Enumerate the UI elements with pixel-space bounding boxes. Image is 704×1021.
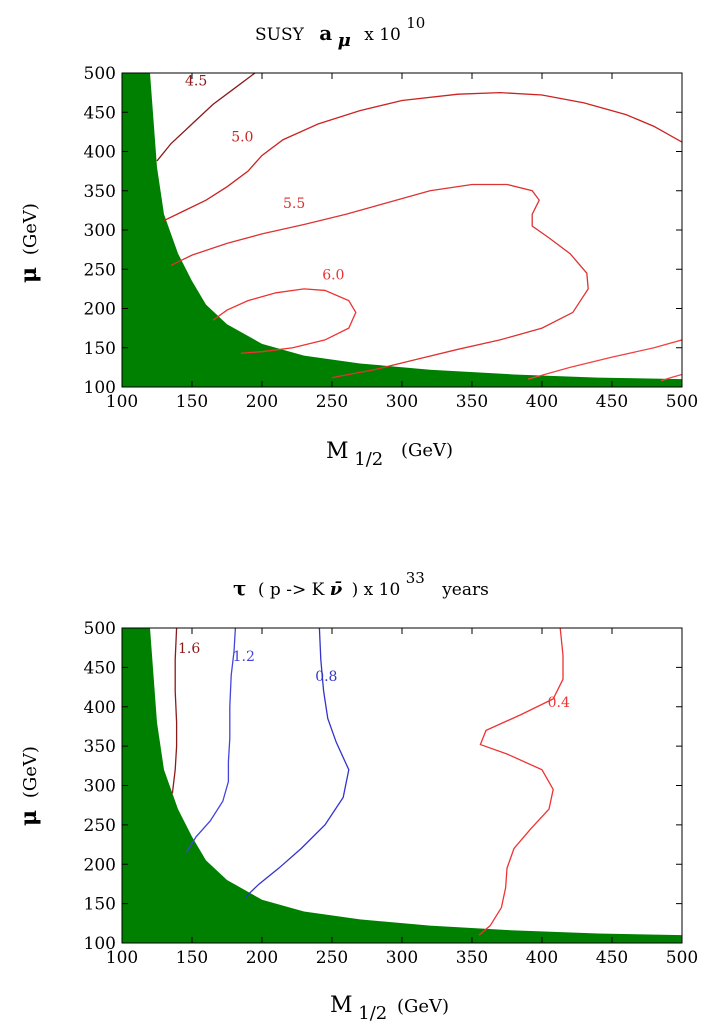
- x-tick-label: 350: [456, 392, 488, 412]
- chart-top: SUSY a μ x 10 10 4.5 5.0 5.5 6.0 100 150 200 2…: [16, 14, 698, 470]
- contour-line-6.0: [212, 288, 357, 354]
- contour-label: 0.4: [548, 695, 570, 711]
- chart-top-x-label: M 1/2 (GeV): [326, 439, 453, 470]
- y-tick-label: 450: [84, 658, 116, 678]
- y-tick-label: 500: [84, 619, 116, 639]
- plot-area-bottom: 1.6 1.2 0.8 0.4: [121, 627, 683, 944]
- contour-line-5.5: [170, 183, 589, 379]
- chart-top-y-label: μ (GeV): [16, 203, 42, 283]
- contour-label: 6.0: [322, 267, 344, 283]
- contour-label: 5.0: [231, 129, 253, 145]
- x-tick-label: 400: [526, 392, 558, 412]
- plot-area-top: 4.5 5.0 5.5 6.0: [121, 72, 683, 388]
- contour-label: 1.6: [178, 641, 200, 657]
- x-tick-label: 200: [246, 392, 278, 412]
- x-tick-label: 450: [596, 392, 628, 412]
- y-axis-ticks-top: 100 150 200 250 300 350 400 450 500: [84, 64, 682, 398]
- y-axis-ticks-bottom: 100 150 200 250 300 350 400 450 500: [84, 619, 682, 954]
- excluded-region: [122, 73, 682, 387]
- y-tick-label: 150: [84, 339, 116, 359]
- y-tick-label: 350: [84, 737, 116, 757]
- x-tick-label: 150: [176, 948, 208, 968]
- y-tick-label: 100: [84, 934, 116, 954]
- x-axis-ticks-top: 100 150 200 250 300 350 400 450 500: [106, 73, 698, 412]
- contour-line-unlabeled-5: [660, 373, 682, 382]
- x-tick-label: 100: [106, 948, 138, 968]
- contour-line-0.8: [244, 628, 350, 898]
- y-tick-label: 200: [84, 300, 116, 320]
- chart-bottom-x-label: M 1/2 (GeV): [330, 993, 449, 1021]
- contour-label: 4.5: [185, 74, 207, 90]
- x-tick-label: 300: [386, 392, 418, 412]
- x-tick-label: 100: [106, 392, 138, 412]
- y-tick-label: 400: [84, 143, 116, 163]
- x-tick-label: 500: [666, 392, 698, 412]
- chart-bottom-y-label: μ (GeV): [16, 746, 42, 826]
- x-tick-label: 300: [386, 948, 418, 968]
- contour-label: 5.5: [283, 196, 305, 212]
- contour-label: 1.2: [233, 649, 255, 665]
- y-tick-label: 250: [84, 816, 116, 836]
- chart-top-title: SUSY a μ x 10 10: [255, 14, 425, 51]
- chart-bottom-title: τ ( p -> K ν̄ ) x 10 33 years: [233, 568, 489, 600]
- x-tick-label: 200: [246, 948, 278, 968]
- y-tick-label: 250: [84, 260, 116, 280]
- contour-line-0.4: [478, 628, 564, 936]
- x-tick-label: 450: [596, 948, 628, 968]
- x-tick-label: 250: [316, 948, 348, 968]
- y-tick-label: 500: [84, 64, 116, 84]
- chart-bottom: τ ( p -> K ν̄ ) x 10 33 years 1.6 1.2 0.8 0…: [16, 568, 698, 1021]
- contour-line-unlabeled-4: [527, 339, 682, 380]
- y-tick-label: 200: [84, 855, 116, 875]
- x-tick-label: 250: [316, 392, 348, 412]
- contour-line-1.6: [171, 628, 178, 794]
- y-tick-label: 300: [84, 221, 116, 241]
- contour-line-5.0: [163, 91, 682, 222]
- x-tick-label: 400: [526, 948, 558, 968]
- x-tick-label: 150: [176, 392, 208, 412]
- contour-label: 0.8: [315, 669, 337, 685]
- contour-line-1.2: [185, 628, 237, 853]
- x-tick-label: 350: [456, 948, 488, 968]
- contour-line-4.5: [156, 73, 256, 162]
- y-tick-label: 100: [84, 378, 116, 398]
- y-tick-label: 300: [84, 777, 116, 797]
- y-tick-label: 400: [84, 698, 116, 718]
- x-axis-ticks-bottom: 100 150 200 250 300 350 400 450 500: [106, 628, 698, 968]
- y-tick-label: 450: [84, 103, 116, 123]
- x-tick-label: 500: [666, 948, 698, 968]
- y-tick-label: 150: [84, 895, 116, 915]
- excluded-region: [122, 628, 682, 943]
- y-tick-label: 350: [84, 182, 116, 202]
